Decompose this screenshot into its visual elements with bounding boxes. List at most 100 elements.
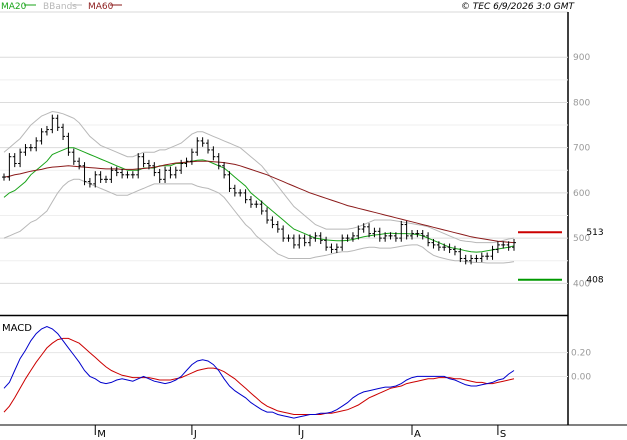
price-bar [227, 171, 232, 192]
price-bar [71, 148, 76, 165]
price-bar [104, 175, 108, 183]
price-bar [238, 189, 243, 197]
macd-line [3, 325, 515, 419]
price-bar [87, 177, 92, 188]
macd-panel-title: MACD [2, 323, 32, 334]
price-bar [120, 168, 125, 179]
price-bar [136, 153, 141, 179]
macd-axis-ticks: 0.20 0.00 [571, 349, 591, 383]
price-bar [66, 132, 71, 156]
price-bar [2, 173, 6, 181]
copyright-label: © TEC 6/9/2026 3:0 GMT [461, 2, 576, 12]
price-bar [350, 232, 355, 242]
price-bar [334, 243, 339, 254]
price-bar [324, 236, 329, 251]
price-bar [458, 248, 463, 263]
price-bar [340, 234, 345, 251]
price-bar [114, 166, 119, 177]
price-bar [479, 252, 484, 263]
price-bar [211, 146, 216, 161]
price-bar [55, 114, 60, 131]
macd-tick-label: 0.20 [571, 349, 591, 359]
macd-tick-label: 0.00 [571, 372, 591, 382]
moving-averages [3, 147, 515, 253]
price-bar [463, 254, 468, 265]
price-bar [98, 171, 103, 183]
month-label: M [97, 429, 106, 440]
price-bar [232, 184, 237, 197]
price-bar [436, 241, 441, 251]
price-bar [485, 252, 490, 260]
price-bar [302, 234, 307, 247]
price-bar [469, 254, 474, 265]
level-label: 513 [586, 228, 603, 238]
price-bar [361, 223, 366, 233]
price-bar [291, 234, 296, 249]
price-bar [141, 153, 146, 168]
bollinger-upper-line [3, 110, 515, 244]
price-tick-label: 400 [573, 279, 590, 289]
price-bar [512, 239, 516, 251]
price-tick-label: 500 [573, 234, 590, 244]
price-bar [163, 166, 168, 183]
price-bar [222, 162, 227, 179]
price-bar [270, 216, 275, 229]
price-bar [501, 241, 506, 249]
price-bar [168, 166, 173, 179]
price-bar [265, 207, 270, 224]
price-gridlines [0, 56, 568, 284]
ma20-line [3, 147, 515, 253]
price-bar [184, 157, 189, 168]
price-bar [506, 241, 511, 251]
price-bar [318, 232, 323, 244]
price-bar [420, 229, 425, 240]
month-label: J [193, 429, 197, 440]
price-bar [404, 220, 409, 240]
price-bar [146, 159, 151, 170]
price-bar [452, 245, 457, 256]
price-bar [195, 137, 200, 156]
price-bar [367, 223, 372, 238]
month-label: A [414, 429, 421, 440]
price-bar [173, 166, 178, 179]
price-bar [93, 171, 98, 188]
macd-lines [3, 325, 515, 419]
price-bar [410, 229, 414, 240]
price-bar [275, 220, 280, 233]
price-bar [125, 171, 130, 179]
price-bar [431, 239, 436, 249]
price-bar [388, 232, 393, 240]
price-bar [474, 254, 479, 263]
price-bar [308, 234, 312, 247]
price-bar [50, 114, 55, 134]
price-bar [179, 159, 184, 174]
price-bar [189, 148, 194, 165]
price-tick-label: 700 [573, 144, 590, 154]
price-bar [130, 171, 135, 179]
price-bar [254, 200, 259, 208]
price-bar [28, 144, 33, 152]
price-bar [345, 234, 350, 242]
price-bar [426, 232, 431, 247]
price-bar [200, 137, 205, 147]
price-bar [216, 153, 221, 170]
price-bar [442, 243, 447, 251]
price-bars [2, 114, 516, 265]
price-bar [286, 234, 291, 242]
price-bar [206, 139, 210, 154]
price-bar [356, 225, 361, 240]
bollinger-bands [3, 110, 515, 264]
ma60-line [3, 160, 515, 244]
bollinger-lower-line [3, 178, 515, 264]
price-bar [313, 232, 318, 242]
price-tick-label: 600 [573, 189, 590, 199]
price-axis-ticks: 900 800 700 600 500 400 [573, 53, 590, 289]
price-bar [23, 144, 28, 156]
legend-bbands-label: BBands [43, 2, 77, 12]
price-bar [495, 241, 500, 254]
price-bar [377, 227, 382, 242]
price-bar [82, 162, 87, 186]
macd-signal-line [3, 337, 515, 415]
level-annotations: 513 408 [518, 228, 604, 286]
